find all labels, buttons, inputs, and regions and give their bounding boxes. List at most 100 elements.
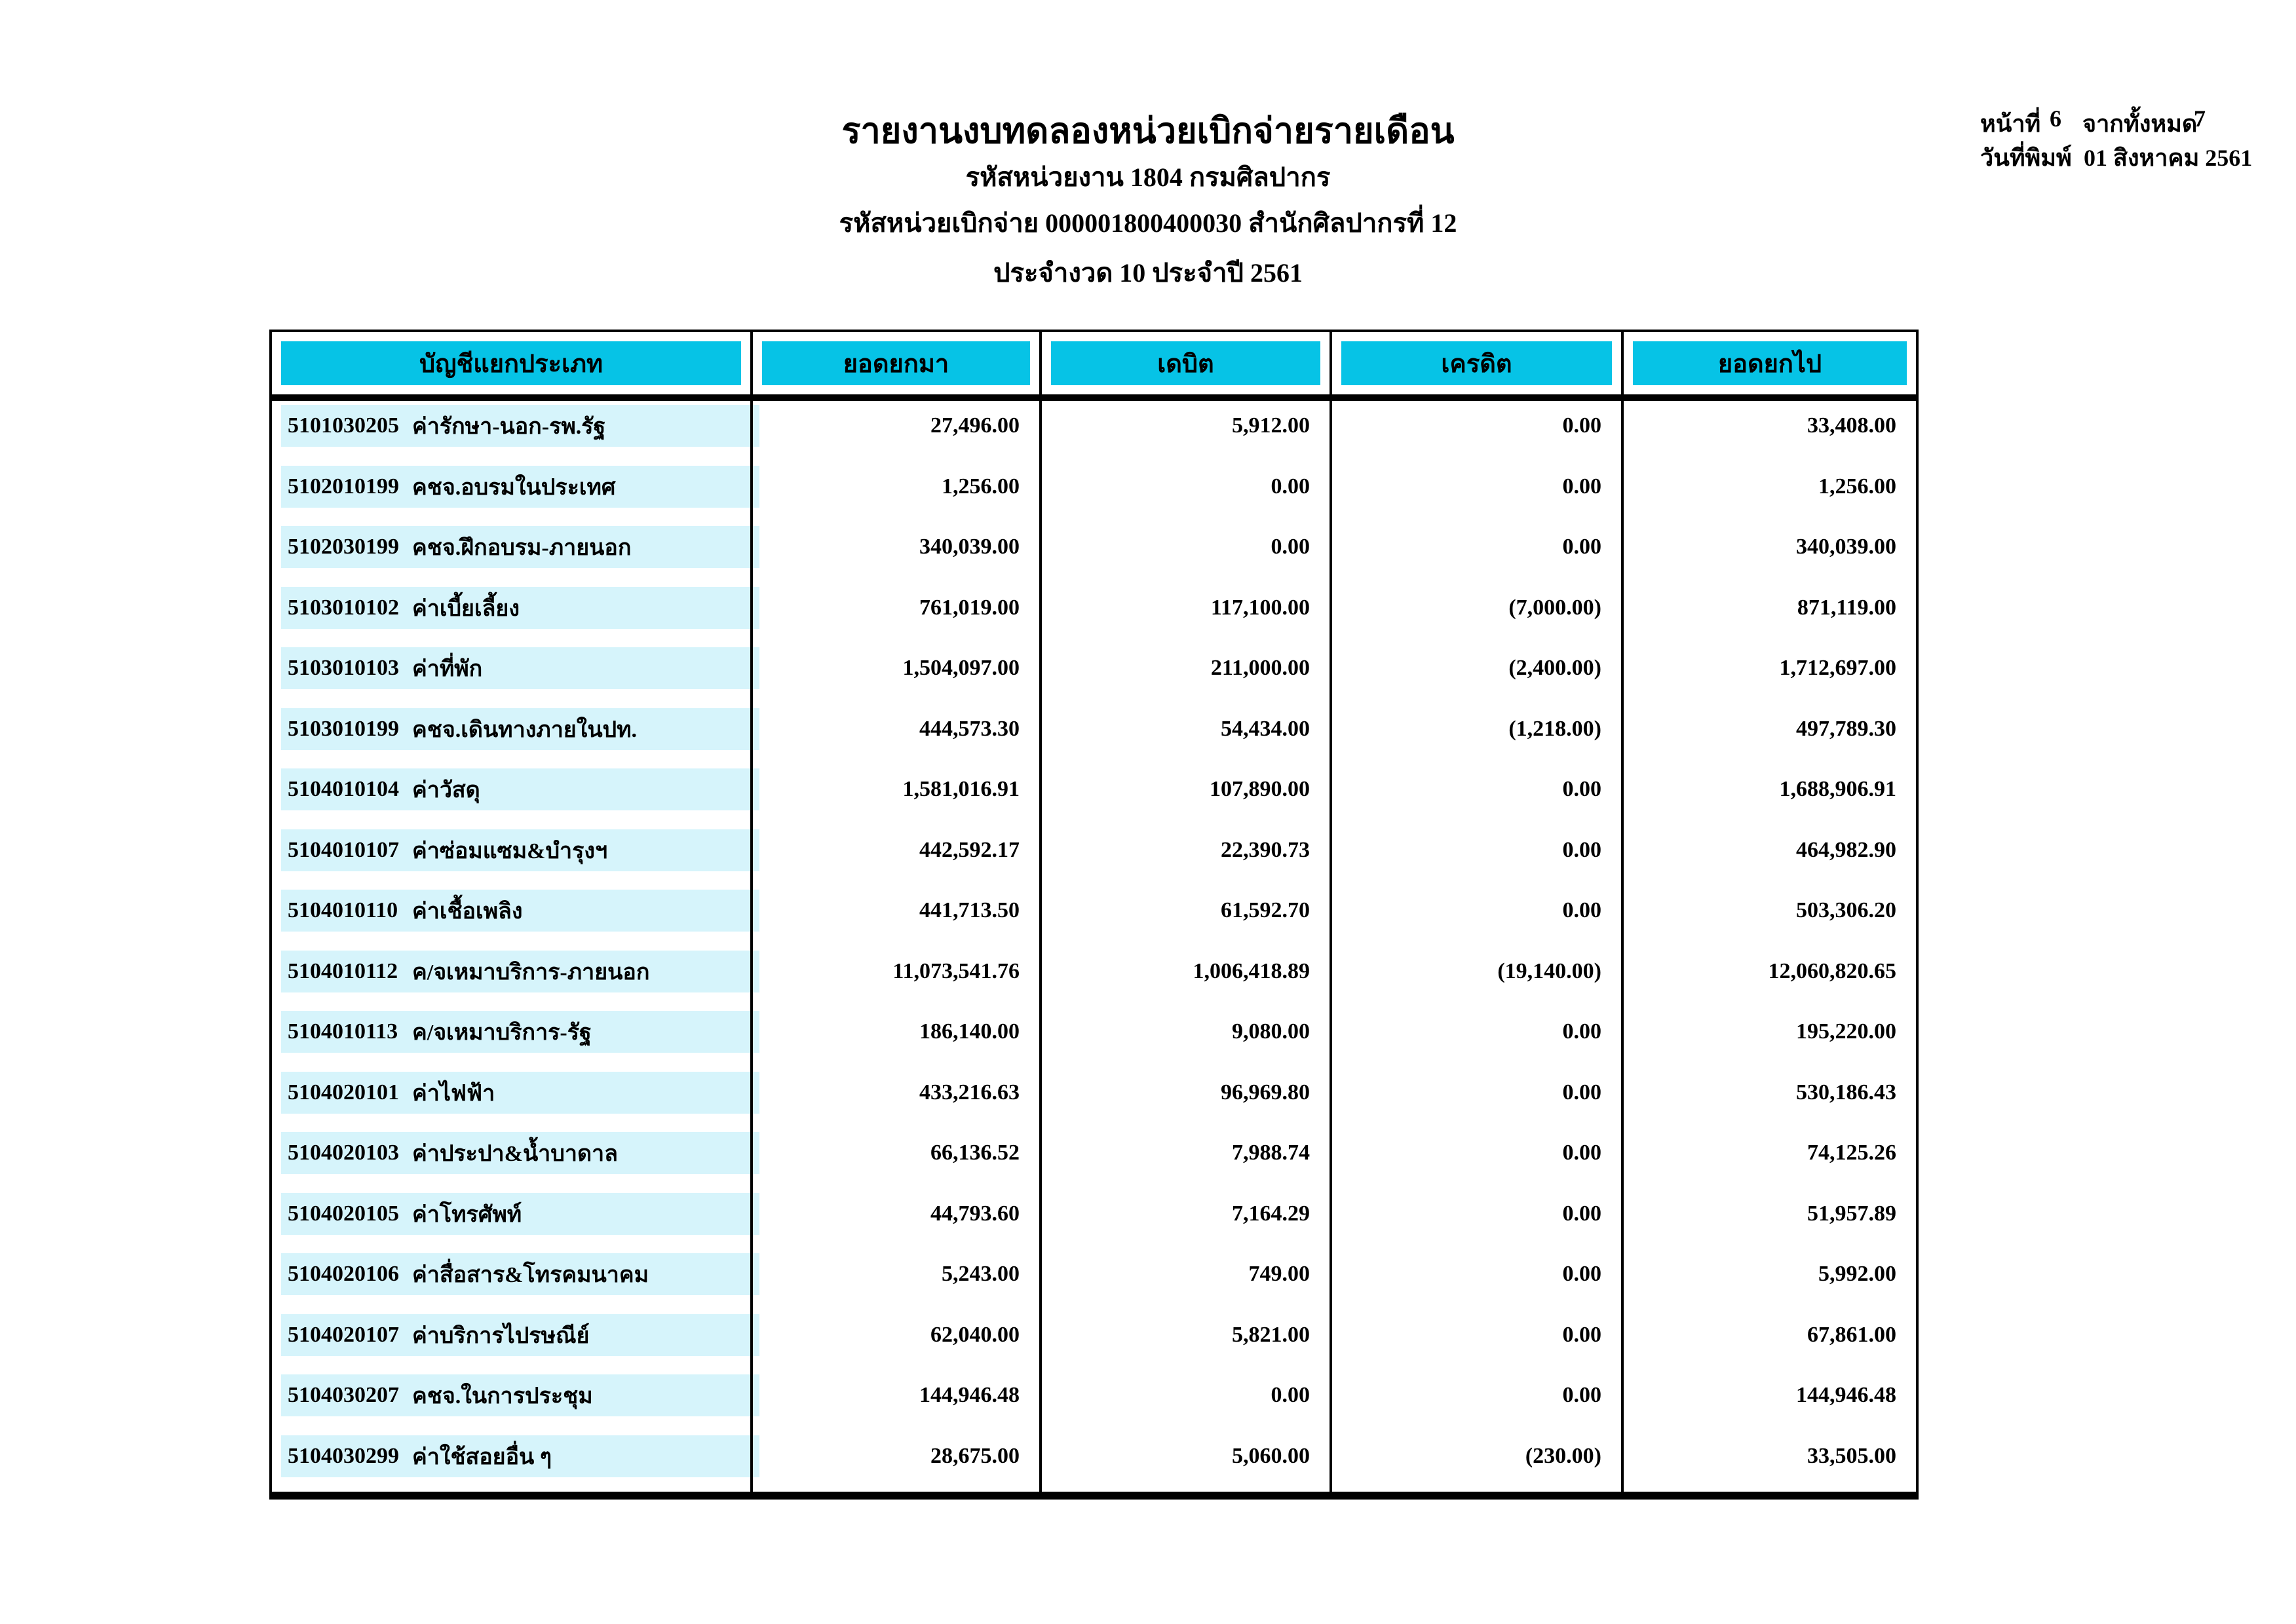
table-row: 5104030299 ค่าใช้สอยอื่น ๆ 28,675.00 5,060.… (272, 1431, 1916, 1492)
debit-value: 211,000.00 (1210, 656, 1310, 680)
closing-value: 144,946.48 (1796, 1383, 1896, 1407)
closing-value: 1,688,906.91 (1779, 777, 1897, 801)
account-name: คชจ.ฝึกอบรม-ภายนอก (412, 536, 632, 560)
account-code: 5104030299 (288, 1443, 399, 1468)
credit-value: (7,000.00) (1508, 595, 1601, 620)
opening-cell: 28,675.00 (750, 1431, 1039, 1492)
credit-cell: (19,140.00) (1330, 946, 1621, 1007)
account-cell: 5103010102 ค่าเบี้ยเลี้ยง (272, 583, 759, 644)
table-row: 5104030207 คชจ.ในการประชุม 144,946.48 0.00 0… (272, 1370, 1916, 1431)
table-row: 5104010112 ค/จเหมาบริการ-ภายนอก 11,073,541… (272, 946, 1916, 1007)
credit-cell: (1,218.00) (1330, 704, 1621, 765)
credit-value: (230.00) (1525, 1443, 1601, 1468)
account-cell: 5104010107 ค่าซ่อมแซม&บำรุงฯ (272, 825, 759, 886)
account-name: ค่าเบี้ยเลี้ยง (412, 596, 520, 621)
credit-cell: (230.00) (1330, 1431, 1621, 1492)
account-name: ค่าไฟฟ้า (412, 1081, 495, 1106)
opening-value: 433,216.63 (919, 1080, 1020, 1105)
account-code: 5104020107 (288, 1322, 399, 1347)
debit-cell: 1,006,418.89 (1039, 946, 1330, 1007)
credit-value: 0.00 (1562, 777, 1602, 801)
trial-balance-table: บัญชีแยกประเภท ยอดยกมา เดบิต เครดิต ยอดยกไป … (269, 330, 1919, 1500)
credit-value: 0.00 (1562, 1201, 1602, 1226)
closing-value: 530,186.43 (1796, 1080, 1896, 1105)
credit-value: 0.00 (1562, 474, 1602, 499)
agency-code-line: รหัสหน่วยงาน 1804 กรมศิลปากร (965, 162, 1331, 192)
account-label-block: 5104020106 ค่าสื่อสาร&โทรคมนาคม (281, 1253, 759, 1295)
account-cell: 5104030207 คชจ.ในการประชุม (272, 1370, 759, 1431)
disbursing-unit-line: รหัสหน่วยเบิกจ่าย 000001800400030 สำนักศ… (839, 208, 1457, 238)
account-name: ค่าบริการไปรษณีย์ (412, 1323, 590, 1348)
account-name: ค่าใช้สอยอื่น ๆ (412, 1445, 552, 1469)
table-row: 5102030199 คชจ.ฝึกอบรม-ภายนอก 340,039.00 0.… (272, 522, 1916, 583)
credit-cell: (2,400.00) (1330, 643, 1621, 704)
account-cell: 5104010113 ค/จเหมาบริการ-รัฐ (272, 1007, 759, 1068)
account-label-block: 5103010102 ค่าเบี้ยเลี้ยง (281, 586, 759, 629)
closing-cell: 503,306.20 (1621, 886, 1916, 947)
table-row: 5104020106 ค่าสื่อสาร&โทรคมนาคม 5,243.00 74… (272, 1249, 1916, 1310)
account-cell: 5102030199 คชจ.ฝึกอบรม-ภายนอก (272, 522, 759, 583)
account-label-block: 5104030207 คชจ.ในการประชุม (281, 1374, 759, 1416)
closing-value: 5,992.00 (1818, 1262, 1896, 1286)
column-header-cell-3: เครดิต (1330, 332, 1621, 394)
debit-value: 5,060.00 (1232, 1443, 1310, 1468)
debit-cell: 117,100.00 (1039, 582, 1330, 643)
account-label-block: 5104010104 ค่าวัสดุ (281, 768, 759, 810)
debit-value: 96,969.80 (1221, 1080, 1310, 1105)
table-row: 5103010102 ค่าเบี้ยเลี้ยง 761,019.00 117,10… (272, 582, 1916, 644)
closing-value: 195,220.00 (1796, 1019, 1896, 1044)
account-label-block: 5104010107 ค่าซ่อมแซม&บำรุงฯ (281, 829, 759, 871)
opening-value: 62,040.00 (930, 1322, 1020, 1347)
account-code: 5103010199 (288, 716, 399, 741)
account-cell: 5104020103 ค่าประปา&น้ำบาดาล (272, 1128, 759, 1189)
closing-value: 497,789.30 (1796, 716, 1896, 741)
opening-value: 1,581,016.91 (902, 777, 1020, 801)
opening-value: 27,496.00 (930, 413, 1020, 438)
closing-cell: 33,505.00 (1621, 1431, 1916, 1492)
table-row: 5101030205 ค่ารักษา-นอก-รพ.รัฐ 27,496.00 5,… (272, 401, 1916, 462)
account-label-block: 5104010112 ค/จเหมาบริการ-ภายนอก (281, 950, 759, 992)
print-date-value: 01 สิงหาคม 2561 (2084, 145, 2253, 171)
account-name: ค่ารักษา-นอก-รพ.รัฐ (412, 415, 606, 439)
table-row: 5103010199 คชจ.เดินทางภายในปท. 444,573.30 5… (272, 704, 1916, 765)
account-code: 5104030207 (288, 1383, 399, 1407)
opening-cell: 1,581,016.91 (750, 765, 1039, 825)
credit-cell: (7,000.00) (1330, 582, 1621, 643)
credit-value: 0.00 (1562, 1080, 1602, 1105)
debit-value: 0.00 (1271, 535, 1311, 559)
credit-value: (1,218.00) (1508, 716, 1601, 741)
account-label-block: 5104020107 ค่าบริการไปรษณีย์ (281, 1313, 759, 1356)
account-name: คชจ.ในการประชุม (412, 1384, 593, 1408)
closing-value: 871,119.00 (1797, 595, 1896, 620)
table-row: 5104020105 ค่าโทรศัพท์ 44,793.60 7,164.29 0.… (272, 1188, 1916, 1249)
debit-value: 117,100.00 (1210, 595, 1310, 620)
account-code: 5101030205 (288, 413, 399, 438)
debit-cell: 7,988.74 (1039, 1128, 1330, 1189)
column-header-cell-4: ยอดยกไป (1621, 332, 1916, 394)
closing-value: 12,060,820.65 (1768, 958, 1897, 983)
debit-cell: 5,912.00 (1039, 401, 1330, 462)
debit-value: 9,080.00 (1232, 1019, 1310, 1044)
opening-cell: 11,073,541.76 (750, 946, 1039, 1007)
credit-cell: 0.00 (1330, 1007, 1621, 1068)
closing-value: 464,982.90 (1796, 837, 1896, 862)
opening-cell: 44,793.60 (750, 1188, 1039, 1249)
credit-value: (19,140.00) (1497, 958, 1601, 983)
opening-cell: 433,216.63 (750, 1067, 1039, 1128)
closing-cell: 33,408.00 (1621, 401, 1916, 462)
closing-value: 503,306.20 (1796, 898, 1896, 922)
column-header-label: ยอดยกไป (1633, 341, 1907, 385)
account-name: ค่าเชื้อเพลิง (412, 899, 523, 924)
account-code: 5104010113 (288, 1019, 398, 1044)
closing-value: 33,505.00 (1807, 1443, 1896, 1468)
debit-cell: 5,060.00 (1039, 1431, 1330, 1492)
account-code: 5104020106 (288, 1262, 399, 1286)
table-row: 5103010103 ค่าที่พัก 1,504,097.00 211,000.0… (272, 643, 1916, 704)
debit-cell: 96,969.80 (1039, 1067, 1330, 1128)
credit-value: (2,400.00) (1508, 656, 1601, 680)
debit-cell: 7,164.29 (1039, 1188, 1330, 1249)
closing-cell: 195,220.00 (1621, 1007, 1916, 1068)
account-name: ค/จเหมาบริการ-รัฐ (412, 1021, 592, 1045)
account-name: ค่าประปา&น้ำบาดาล (412, 1142, 618, 1166)
credit-value: 0.00 (1562, 1383, 1602, 1407)
